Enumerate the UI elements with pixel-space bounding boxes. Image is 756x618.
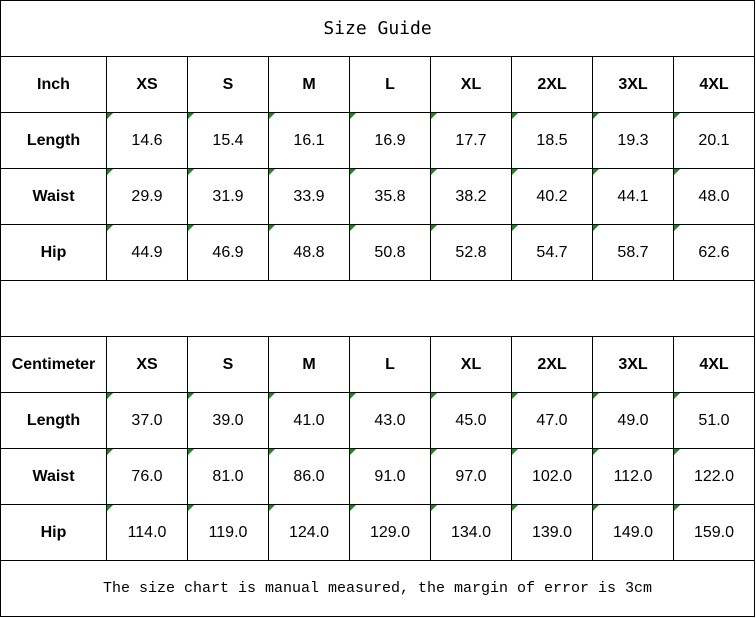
- title-row: Size Guide: [0, 0, 755, 57]
- table-row: Length 14.6 15.4 16.1 16.9 17.7 18.5 19.3 20.1: [0, 112, 755, 169]
- measurement-cell: 14.6: [106, 112, 188, 169]
- measurement-cell: 18.5: [511, 112, 593, 169]
- size-header: 4XL: [673, 56, 755, 113]
- unit-header: Centimeter: [0, 336, 107, 393]
- measurement-cell: 122.0: [673, 448, 755, 505]
- size-header: 2XL: [511, 336, 593, 393]
- row-label: Length: [0, 112, 107, 169]
- measurement-cell: 46.9: [187, 224, 269, 281]
- measurement-cell: 149.0: [592, 504, 674, 561]
- measurement-cell: 40.2: [511, 168, 593, 225]
- size-header: XS: [106, 336, 188, 393]
- measurement-cell: 114.0: [106, 504, 188, 561]
- size-header: XS: [106, 56, 188, 113]
- measurement-cell: 39.0: [187, 392, 269, 449]
- measurement-cell: 37.0: [106, 392, 188, 449]
- measurement-cell: 62.6: [673, 224, 755, 281]
- measurement-cell: 86.0: [268, 448, 350, 505]
- size-header: 4XL: [673, 336, 755, 393]
- measurement-cell: 44.1: [592, 168, 674, 225]
- measurement-cell: 81.0: [187, 448, 269, 505]
- size-header: S: [187, 56, 269, 113]
- measurement-cell: 19.3: [592, 112, 674, 169]
- measurement-cell: 51.0: [673, 392, 755, 449]
- measurement-cell: 139.0: [511, 504, 593, 561]
- measurement-cell: 58.7: [592, 224, 674, 281]
- measurement-cell: 15.4: [187, 112, 269, 169]
- header-row: Inch XS S M L XL 2XL 3XL 4XL: [0, 56, 755, 113]
- measurement-note: The size chart is manual measured, the m…: [0, 560, 755, 617]
- measurement-cell: 48.0: [673, 168, 755, 225]
- size-header: M: [268, 56, 350, 113]
- measurement-cell: 134.0: [430, 504, 512, 561]
- measurement-cell: 159.0: [673, 504, 755, 561]
- measurement-cell: 49.0: [592, 392, 674, 449]
- measurement-cell: 44.9: [106, 224, 188, 281]
- page-title: Size Guide: [0, 0, 755, 57]
- measurement-cell: 16.1: [268, 112, 350, 169]
- measurement-cell: 48.8: [268, 224, 350, 281]
- row-label: Waist: [0, 168, 107, 225]
- measurement-cell: 45.0: [430, 392, 512, 449]
- size-header: XL: [430, 56, 512, 113]
- note-row: The size chart is manual measured, the m…: [0, 560, 755, 617]
- row-label: Length: [0, 392, 107, 449]
- measurement-cell: 119.0: [187, 504, 269, 561]
- size-header: L: [349, 336, 431, 393]
- unit-header: Inch: [0, 56, 107, 113]
- size-header: 3XL: [592, 336, 674, 393]
- measurement-cell: 17.7: [430, 112, 512, 169]
- measurement-cell: 43.0: [349, 392, 431, 449]
- size-header: 3XL: [592, 56, 674, 113]
- size-header: S: [187, 336, 269, 393]
- measurement-cell: 54.7: [511, 224, 593, 281]
- row-label: Hip: [0, 504, 107, 561]
- table-row: Hip 114.0 119.0 124.0 129.0 134.0 139.0 149.0 15…: [0, 504, 755, 561]
- measurement-cell: 38.2: [430, 168, 512, 225]
- row-label: Waist: [0, 448, 107, 505]
- size-header: XL: [430, 336, 512, 393]
- measurement-cell: 129.0: [349, 504, 431, 561]
- measurement-cell: 29.9: [106, 168, 188, 225]
- measurement-cell: 97.0: [430, 448, 512, 505]
- table-row: Length 37.0 39.0 41.0 43.0 45.0 47.0 49.0 51.0: [0, 392, 755, 449]
- table-row: Waist 76.0 81.0 86.0 91.0 97.0 102.0 112.0 122.0: [0, 448, 755, 505]
- measurement-cell: 124.0: [268, 504, 350, 561]
- measurement-cell: 41.0: [268, 392, 350, 449]
- measurement-cell: 91.0: [349, 448, 431, 505]
- measurement-cell: 20.1: [673, 112, 755, 169]
- measurement-cell: 31.9: [187, 168, 269, 225]
- measurement-cell: 112.0: [592, 448, 674, 505]
- header-row: Centimeter XS S M L XL 2XL 3XL 4XL: [0, 336, 755, 393]
- measurement-cell: 35.8: [349, 168, 431, 225]
- size-header: 2XL: [511, 56, 593, 113]
- table-row: Waist 29.9 31.9 33.9 35.8 38.2 40.2 44.1 48.0: [0, 168, 755, 225]
- measurement-cell: 76.0: [106, 448, 188, 505]
- measurement-cell: 33.9: [268, 168, 350, 225]
- measurement-cell: 50.8: [349, 224, 431, 281]
- spacer-row: [0, 280, 755, 337]
- measurement-cell: 52.8: [430, 224, 512, 281]
- size-header: M: [268, 336, 350, 393]
- measurement-cell: 102.0: [511, 448, 593, 505]
- row-label: Hip: [0, 224, 107, 281]
- spacer-cell: [0, 280, 755, 337]
- measurement-cell: 16.9: [349, 112, 431, 169]
- table-row: Hip 44.9 46.9 48.8 50.8 52.8 54.7 58.7 62.6: [0, 224, 755, 281]
- size-header: L: [349, 56, 431, 113]
- measurement-cell: 47.0: [511, 392, 593, 449]
